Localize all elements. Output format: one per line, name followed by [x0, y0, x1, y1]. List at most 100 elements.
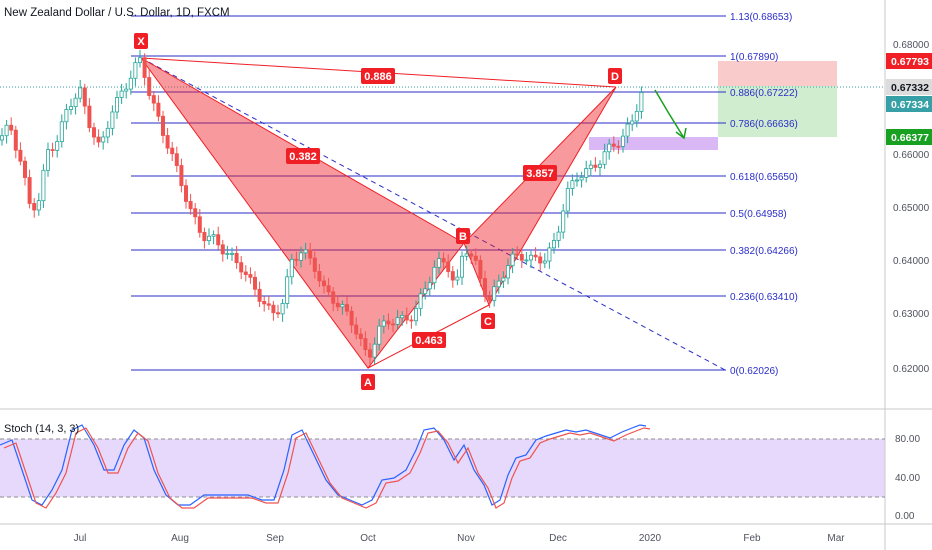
fib-label-7: 0.236(0.63410): [730, 292, 798, 303]
candle-body: [317, 271, 322, 282]
candle-body: [73, 97, 78, 107]
candle-body: [197, 216, 202, 233]
candle-body: [262, 300, 267, 305]
projection-arrow: [654, 89, 687, 140]
candle-body: [459, 255, 464, 278]
candle-body: [206, 235, 211, 242]
candle-body: [390, 323, 395, 326]
point-a-badge: A: [361, 374, 375, 390]
point-d-badge: D: [608, 68, 622, 84]
candle-body: [156, 102, 161, 117]
candle-body: [602, 151, 607, 165]
candle-body: [344, 304, 349, 312]
price-tag-text: 0.66377: [891, 132, 929, 144]
candle-body: [570, 180, 575, 189]
candle-body: [308, 249, 313, 259]
candle-body: [588, 164, 593, 169]
candle-body: [432, 266, 437, 284]
candle-body: [423, 288, 428, 295]
price-tag-text: 0.67793: [891, 56, 929, 68]
candle-body: [257, 288, 262, 302]
fib-retracement[interactable]: 1.13(0.68653) 1(0.67890) 0.886(0.67222) 0.7…: [131, 12, 798, 377]
candle-body: [50, 149, 55, 151]
candle-body: [266, 303, 271, 306]
candle-body: [556, 231, 561, 241]
candle-body: [22, 160, 27, 178]
candle-body: [142, 57, 147, 78]
point-b-badge: B: [456, 228, 470, 244]
stochastic-band: [0, 439, 885, 497]
stoch-axis-0: 0.00: [895, 511, 915, 522]
price-axis[interactable]: 0.68000 0.66000 0.65000 0.64000 0.63000 0.620…: [893, 40, 930, 375]
candle-body: [607, 143, 612, 153]
candle-body: [220, 244, 225, 255]
candle-body: [174, 153, 179, 166]
price-tag-bg: [886, 53, 932, 69]
candle-body: [473, 255, 478, 261]
candle-body: [46, 149, 51, 171]
svg-text:D: D: [611, 71, 619, 83]
candle-body: [119, 90, 124, 98]
price-tag-bg: [886, 129, 932, 145]
candle-body: [179, 165, 184, 187]
candle-body: [519, 254, 524, 261]
candle-body: [32, 203, 37, 211]
chart-title: New Zealand Dollar / U.S. Dollar, 1D, FX…: [4, 7, 230, 19]
candle-body: [478, 260, 483, 279]
candle-body: [372, 343, 377, 358]
candle-body: [137, 57, 142, 64]
candle-body: [611, 143, 616, 147]
candle-body: [616, 145, 621, 148]
candle-body: [565, 188, 570, 212]
candle-body: [386, 320, 391, 325]
candle-body: [243, 271, 248, 275]
candle-body: [9, 124, 14, 131]
candle-body: [436, 258, 441, 268]
candle-body: [409, 319, 414, 322]
price-axis-tick: 0.64000: [893, 256, 930, 267]
fib-label-3: 0.786(0.66636): [730, 119, 798, 130]
candle-body: [326, 285, 331, 293]
candle-body: [312, 257, 317, 272]
stoch-axis: 80.00 40.00 0.00: [895, 434, 920, 522]
fib-label-8: 0(0.62026): [730, 366, 778, 377]
time-axis[interactable]: Jul Aug Sep Oct Nov Dec 2020 Feb Mar: [74, 533, 846, 544]
pattern-bcd-triangle: [463, 86, 617, 307]
candle-body: [487, 296, 492, 301]
candle-body: [64, 109, 69, 123]
candle-body: [331, 291, 336, 304]
candle-body: [133, 62, 138, 79]
candle-body: [469, 253, 474, 257]
price-axis-tick: 0.63000: [893, 309, 930, 320]
candle-body: [358, 333, 363, 339]
candle-body: [211, 234, 216, 237]
candle-body: [538, 256, 543, 264]
candle-body: [289, 258, 294, 278]
candle-body: [354, 324, 359, 335]
ratio-xab-badge: 0.382: [286, 148, 320, 164]
candle-body: [413, 307, 418, 322]
fib-label-1: 1(0.67890): [730, 52, 778, 63]
xa-trend-line: [140, 57, 726, 371]
candle-body: [418, 293, 423, 309]
point-x-badge: X: [134, 33, 148, 49]
candle-body: [340, 304, 345, 308]
candle-body: [496, 280, 501, 288]
candle-body: [598, 163, 603, 168]
candle-body: [630, 120, 635, 125]
candle-body: [0, 135, 4, 141]
candle-body: [593, 164, 598, 168]
fib-label-0: 1.13(0.68653): [730, 12, 792, 23]
candle-body: [510, 253, 515, 267]
price-axis-tick: 0.66000: [893, 150, 930, 161]
candle-body: [92, 127, 97, 138]
candle-body: [285, 276, 290, 304]
candle-body: [202, 231, 207, 242]
candle-body: [41, 169, 46, 202]
candle-body: [151, 95, 156, 104]
candle-body: [160, 115, 165, 136]
candle-body: [128, 77, 133, 90]
time-axis-tick: Aug: [171, 533, 189, 544]
candle-body: [349, 310, 354, 326]
